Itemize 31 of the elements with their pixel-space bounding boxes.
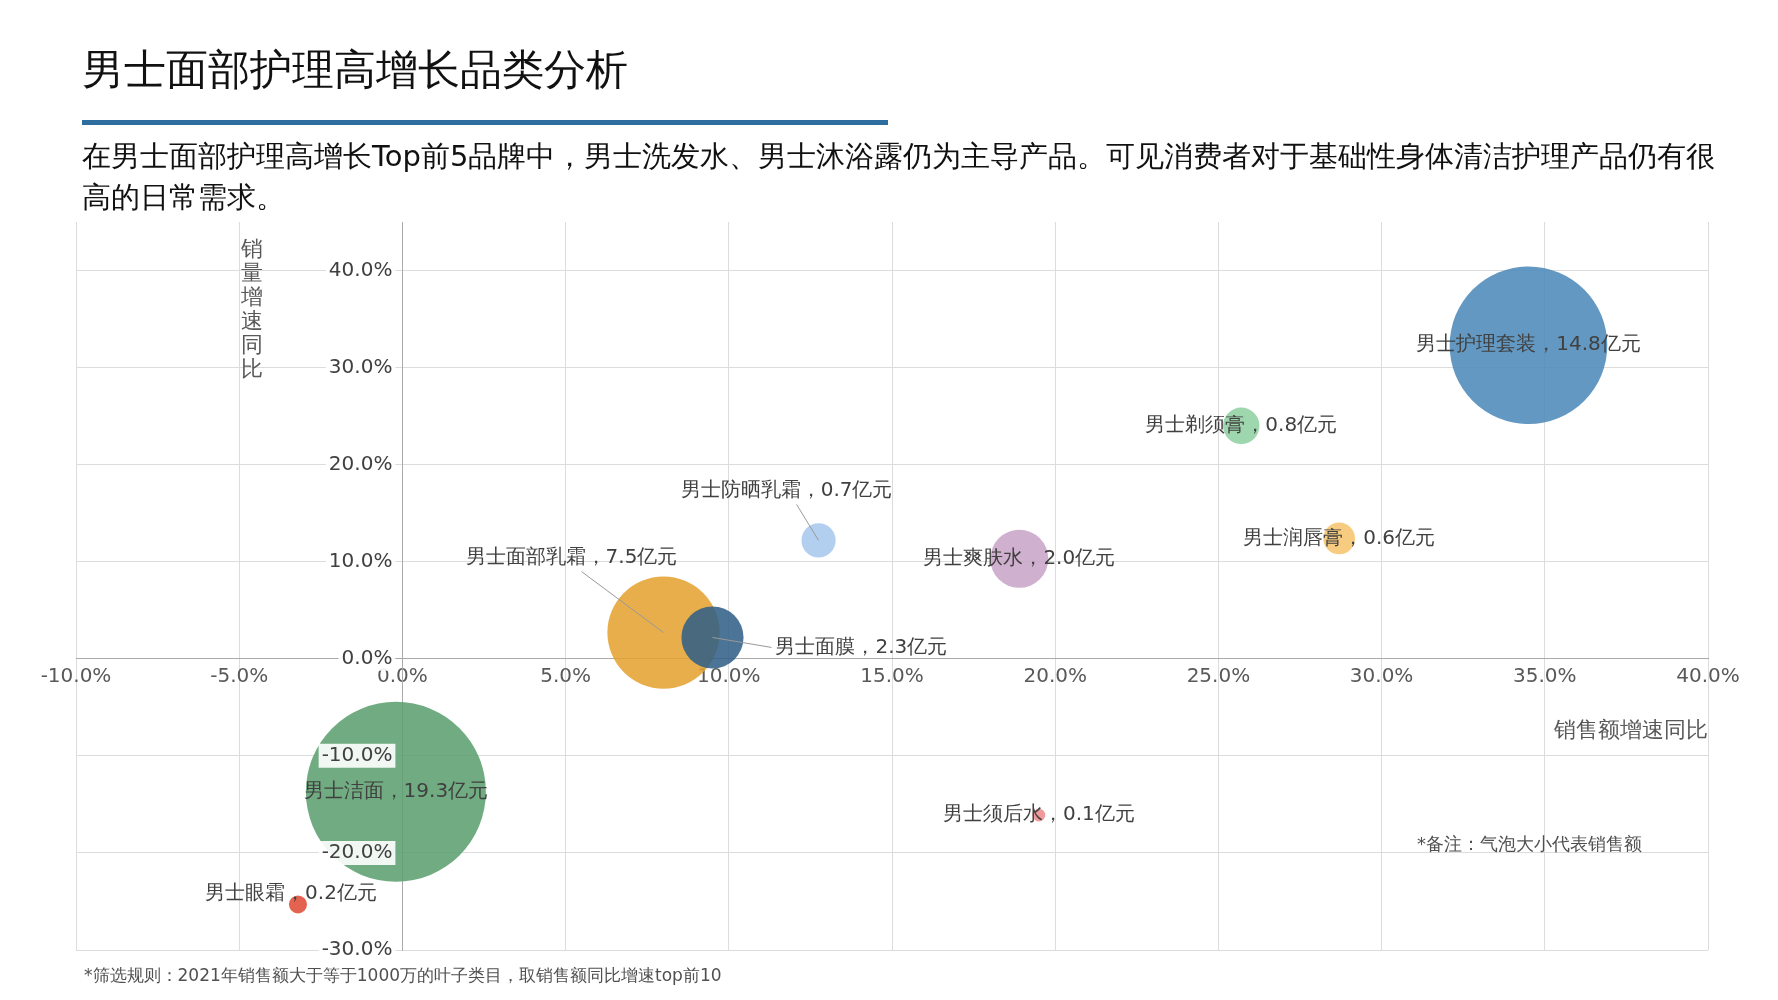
y-tick-label: 20.0% [328, 450, 393, 475]
annotation: 男士须后水，0.1亿元 [942, 801, 1135, 826]
annotation: 男士面部乳霜，7.5亿元 [465, 543, 678, 568]
annotation: 男士润唇膏，0.6亿元 [1243, 524, 1436, 549]
x-tick-label: -5.0% [210, 663, 269, 687]
y-tick-label: -30.0% [321, 936, 393, 961]
y-tick-label: 10.0% [328, 547, 393, 572]
annotation: 男士剃须膏，0.8亿元 [1145, 412, 1338, 437]
annotation: *备注：气泡大小代表销售额 [1417, 832, 1642, 854]
y-tick-label: 30.0% [328, 353, 393, 378]
x-tick-label: 25.0% [1186, 663, 1251, 687]
y-tick-label: 40.0% [328, 256, 393, 281]
y-axis-title: 销量增速同比 [240, 235, 263, 381]
x-tick-label: 40.0% [1676, 663, 1740, 687]
x-tick-label: 35.0% [1513, 663, 1577, 687]
y-tick-label: -10.0% [321, 742, 393, 767]
y-tick-label: 0.0% [341, 645, 393, 669]
annotation: 男士眼霜，0.2亿元 [205, 879, 377, 904]
text: *筛选规则：2021年销售额大于等于1000万的叶子类目，取销售额同比增速top前10 [84, 965, 722, 986]
annotation: 男士防晒乳霜，0.7亿元 [680, 476, 893, 501]
x-tick-label: 30.0% [1349, 663, 1414, 687]
chart-subtitle: 在男士面部护理高增长Top前5品牌中，男士洗发水、男士沐浴露仍为主导产品。可见消费者对于基础性身体清洁护理产品仍有很高的日常需求。 [82, 138, 1717, 216]
x-tick-label: -10.0% [40, 663, 112, 687]
x-tick-label: 20.0% [1023, 663, 1087, 687]
annotation: 男士面膜，2.3亿元 [775, 633, 948, 658]
y-tick-label: -20.0% [321, 839, 393, 864]
x-tick-label: 10.0% [697, 663, 761, 687]
chart-title: 男士面部护理高增长品类分析 [82, 44, 628, 96]
x-tick-label: 15.0% [860, 663, 924, 687]
x-tick-label: 5.0% [540, 663, 592, 687]
x-axis-title: 销售额增速同比 [1553, 716, 1708, 742]
